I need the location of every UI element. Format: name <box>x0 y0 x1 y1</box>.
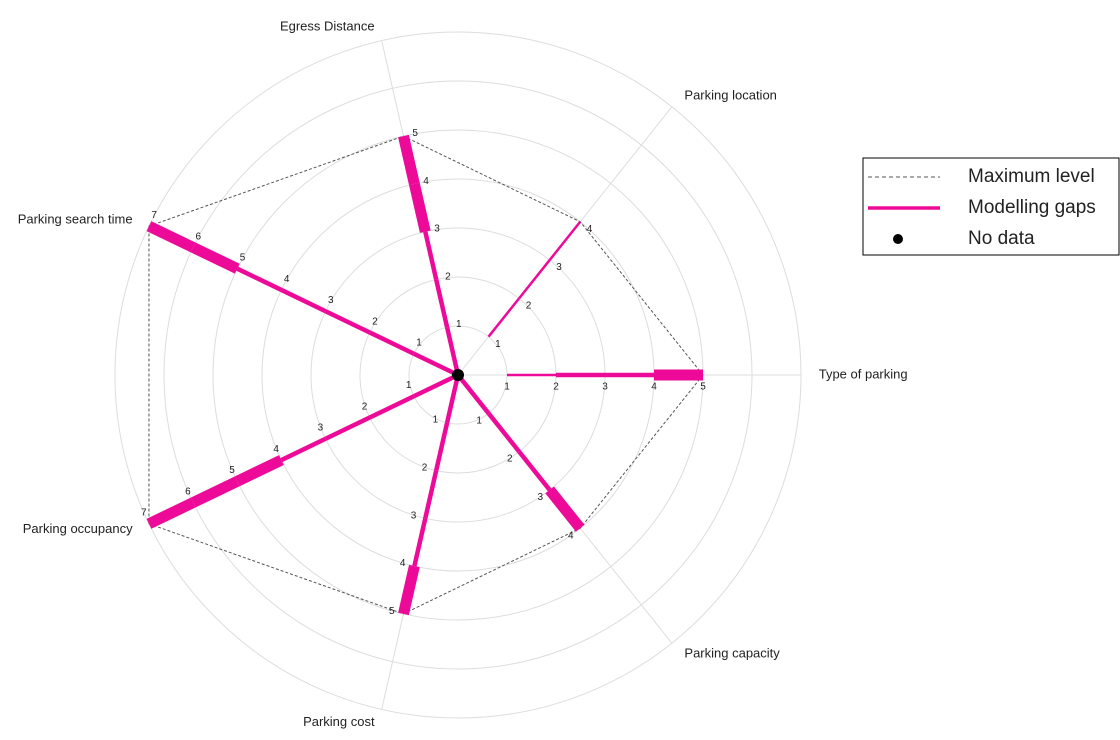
level-label: 5 <box>229 465 235 476</box>
level-label: 7 <box>151 210 157 221</box>
axis-label: Parking cost <box>303 714 375 729</box>
level-label: 5 <box>240 253 246 264</box>
level-label: 6 <box>185 486 191 497</box>
level-label: 4 <box>587 224 593 235</box>
modelling-gap <box>456 373 491 415</box>
level-label: 4 <box>400 558 406 569</box>
modelling-gap <box>412 372 459 399</box>
level-label: 1 <box>456 319 462 330</box>
level-label: 5 <box>389 606 395 617</box>
modelling-gap <box>236 266 283 292</box>
level-label: 7 <box>141 508 147 519</box>
level-label: 1 <box>406 380 412 391</box>
modelling-gap <box>487 297 521 338</box>
level-label: 1 <box>495 339 501 350</box>
level-label: 3 <box>434 224 440 235</box>
modelling-gap <box>234 455 284 487</box>
modelling-gap <box>398 564 420 616</box>
no-data-point <box>452 369 464 381</box>
level-label: 4 <box>651 382 657 393</box>
level-label: 4 <box>568 530 574 541</box>
modelling-gap <box>190 476 240 508</box>
modelling-gap <box>444 374 461 424</box>
level-label: 3 <box>411 510 417 521</box>
modelling-gap <box>545 486 585 532</box>
modelling-gap <box>368 330 415 356</box>
modelling-gap <box>280 287 327 314</box>
level-label: 3 <box>602 382 608 393</box>
level-label: 1 <box>416 338 422 349</box>
level-label: 3 <box>328 295 334 306</box>
level-label: 2 <box>422 463 428 474</box>
level-label: 1 <box>433 415 439 426</box>
legend-label: Maximum level <box>968 166 1095 187</box>
modelling-gap <box>444 326 461 376</box>
modelling-gap <box>368 394 415 420</box>
level-label: 2 <box>507 454 513 465</box>
axis-label: Parking capacity <box>684 645 780 660</box>
modelling-gap <box>548 220 582 261</box>
modelling-gap <box>486 411 521 454</box>
modelling-gap <box>324 309 371 335</box>
modelling-gap <box>433 278 450 328</box>
modelling-gap <box>412 351 459 378</box>
level-label: 4 <box>284 274 290 285</box>
modelling-gap <box>280 436 327 463</box>
axis-label: Type of parking <box>819 366 908 381</box>
level-label: 1 <box>476 415 482 426</box>
level-label: 5 <box>700 382 706 393</box>
axis-label: Egress Distance <box>280 19 375 34</box>
level-label: 5 <box>412 128 418 139</box>
maximum-level <box>148 135 704 615</box>
axis-label: Parking location <box>684 88 777 103</box>
modelling-gap <box>146 497 196 529</box>
level-label: 1 <box>504 382 510 393</box>
level-label: 3 <box>556 262 562 273</box>
modelling-gap <box>517 450 552 492</box>
level-label: 2 <box>553 382 559 393</box>
modelling-gap <box>423 231 439 280</box>
level-label: 4 <box>273 444 279 455</box>
level-label: 3 <box>537 492 543 503</box>
modelling-gap <box>324 415 371 441</box>
modelling-gap <box>190 242 240 274</box>
level-label: 2 <box>445 271 451 282</box>
legend-label: Modelling gaps <box>968 197 1096 218</box>
modelling-gap <box>423 470 439 519</box>
axis-label: Parking occupancy <box>23 521 133 536</box>
legend-swatch <box>893 234 903 244</box>
level-label: 2 <box>362 401 368 412</box>
modelling-gap <box>433 422 450 472</box>
modelling-gap <box>146 221 196 253</box>
modelling-gap <box>412 517 428 567</box>
level-label: 3 <box>318 423 324 434</box>
modelling-gap <box>518 259 551 300</box>
level-label: 2 <box>526 301 532 312</box>
level-label: 2 <box>372 316 378 327</box>
axis-label: Parking search time <box>18 212 133 227</box>
modelling-gap <box>409 182 431 233</box>
modelling-gap <box>398 134 420 186</box>
level-label: 6 <box>196 231 202 242</box>
legend-label: No data <box>968 228 1035 249</box>
level-label: 4 <box>423 176 429 187</box>
